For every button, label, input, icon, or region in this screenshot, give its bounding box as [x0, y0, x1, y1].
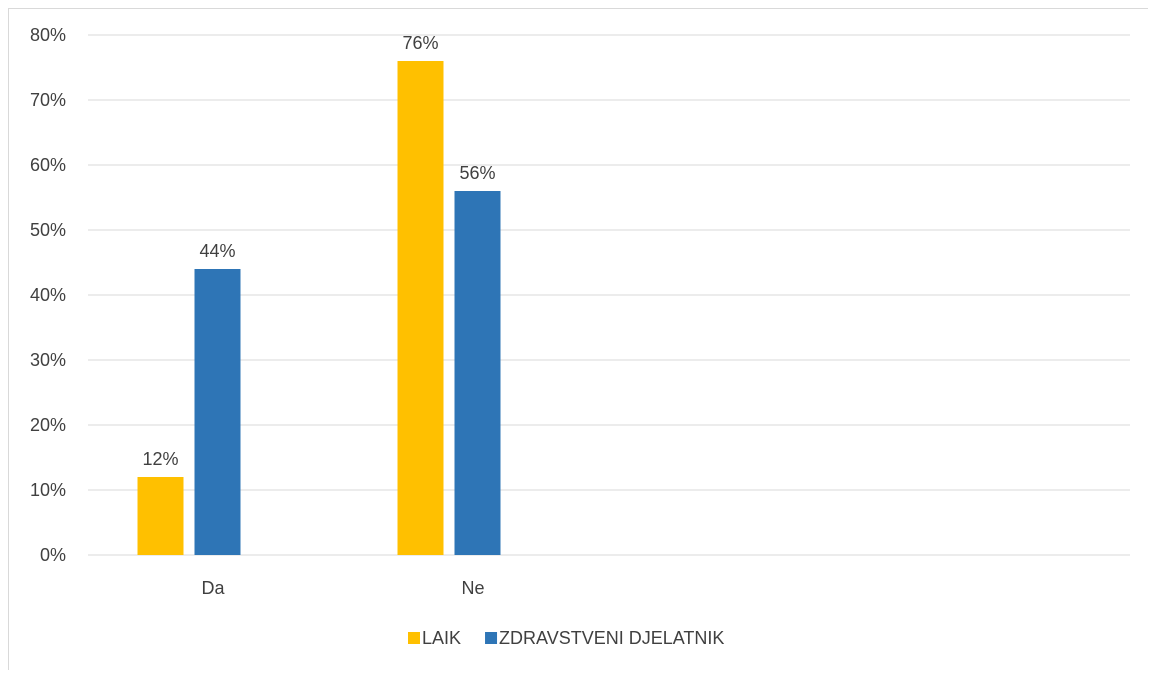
legend-swatch: [485, 632, 498, 644]
category-label: Da: [201, 578, 225, 598]
bar-da-series-2: [194, 269, 241, 555]
data-label: 56%: [459, 163, 495, 183]
bar-ne-series-2: [454, 191, 501, 555]
x-axis-categories: Da Ne: [201, 578, 484, 598]
y-tick-label: 80%: [30, 25, 66, 45]
y-tick-label: 20%: [30, 415, 66, 435]
y-tick-label: 0%: [40, 545, 66, 565]
gridlines: [88, 34, 1130, 556]
chart-frame: [8, 8, 1148, 670]
y-tick-label: 10%: [30, 480, 66, 500]
bars: [137, 61, 501, 555]
category-label: Ne: [461, 578, 484, 598]
bar-da-series-1: [137, 477, 184, 555]
data-label: 44%: [199, 241, 235, 261]
y-tick-label: 40%: [30, 285, 66, 305]
y-axis-ticks: 0% 10% 20% 30% 40% 50% 60% 70% 80%: [30, 25, 66, 565]
y-tick-label: 50%: [30, 220, 66, 240]
y-tick-label: 60%: [30, 155, 66, 175]
data-labels: 12% 44% 76% 56%: [142, 33, 495, 469]
bar-ne-series-1: [397, 61, 444, 555]
y-tick-label: 70%: [30, 90, 66, 110]
y-tick-label: 30%: [30, 350, 66, 370]
data-label: 12%: [142, 449, 178, 469]
legend-label: LAIK: [422, 628, 461, 648]
data-label: 76%: [402, 33, 438, 53]
legend: LAIK ZDRAVSTVENI DJELATNIK: [408, 628, 724, 648]
legend-swatch: [408, 632, 420, 644]
legend-label: ZDRAVSTVENI DJELATNIK: [499, 628, 724, 648]
